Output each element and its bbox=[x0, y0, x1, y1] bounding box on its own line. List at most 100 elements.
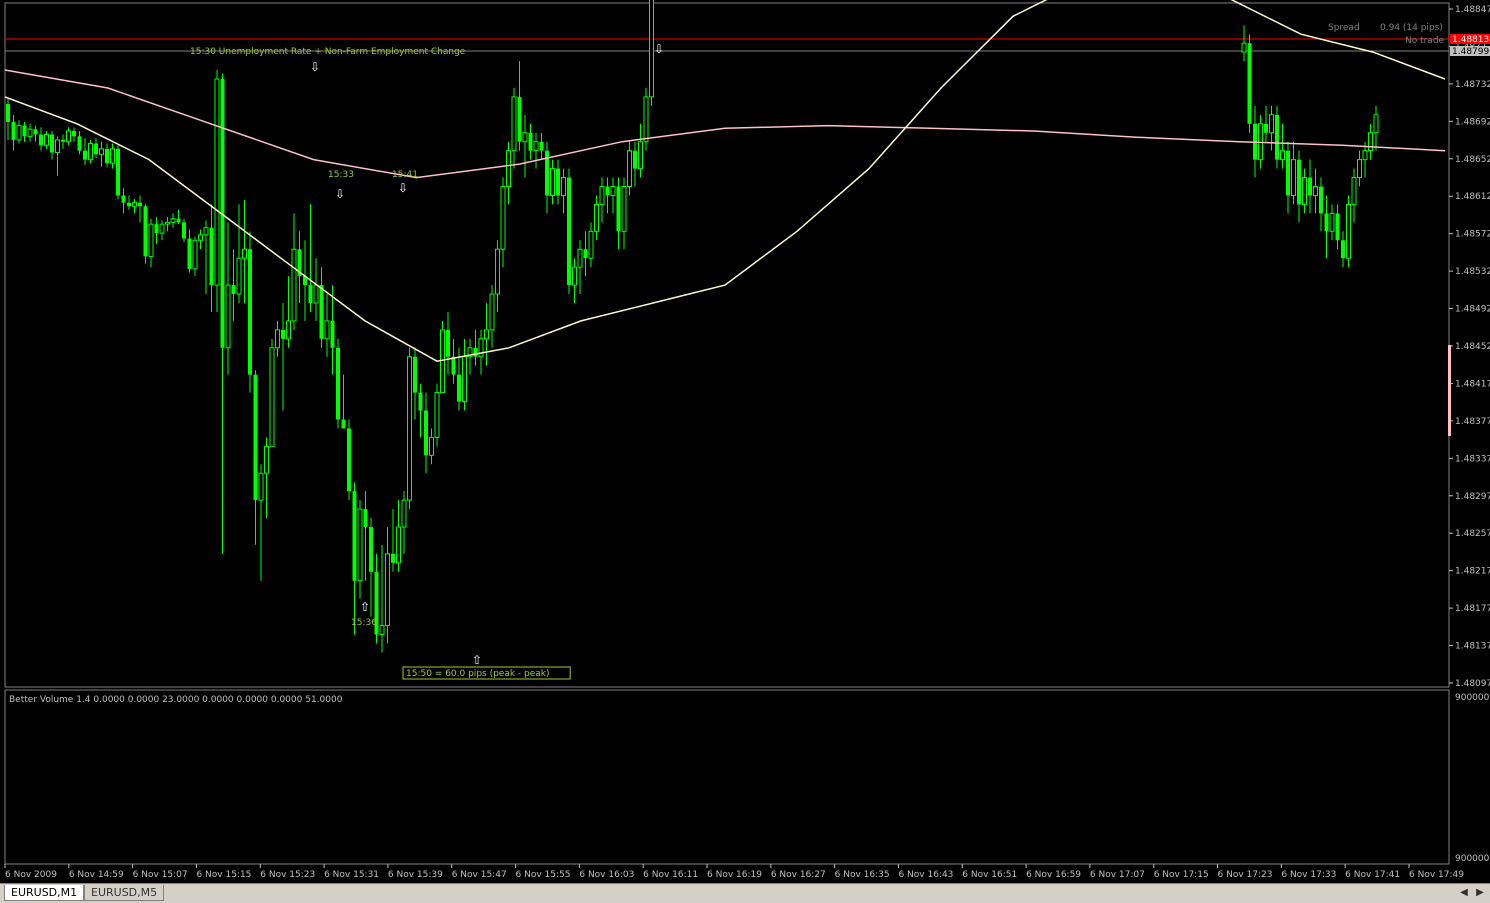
ask-price-tag bbox=[1450, 46, 1490, 56]
candle bbox=[352, 491, 357, 581]
volume-panel-frame bbox=[4, 689, 1450, 865]
candle bbox=[286, 320, 291, 340]
candle bbox=[605, 186, 610, 196]
y-tick-label: 1.48217 bbox=[1455, 567, 1490, 577]
candle bbox=[225, 284, 231, 349]
candle bbox=[236, 257, 242, 295]
candle bbox=[506, 150, 511, 188]
candle bbox=[231, 285, 236, 295]
candle bbox=[533, 141, 539, 152]
candle bbox=[357, 508, 363, 582]
candle-right bbox=[1275, 114, 1279, 160]
scroll-left-icon[interactable]: ◀ bbox=[1460, 887, 1468, 898]
arrow-up-icon: ⇧ bbox=[360, 600, 370, 614]
candle bbox=[105, 148, 109, 164]
candle bbox=[214, 78, 220, 286]
x-tick-label: 6 Nov 16:59 bbox=[1026, 870, 1081, 880]
candle bbox=[572, 266, 577, 286]
candle bbox=[39, 134, 43, 146]
candle bbox=[429, 436, 434, 456]
x-tick-label: 6 Nov 16:51 bbox=[962, 870, 1017, 880]
ma-slow-line bbox=[4, 69, 1446, 179]
y-tick-label: 1.48612 bbox=[1455, 192, 1490, 202]
tab-eurusd-m5[interactable]: EURUSD,M5 bbox=[84, 885, 165, 901]
candle bbox=[638, 141, 643, 170]
candle-right bbox=[1341, 240, 1345, 259]
candle bbox=[407, 356, 412, 501]
status-text: No trade bbox=[1405, 36, 1445, 46]
candle bbox=[347, 428, 351, 492]
candle bbox=[138, 202, 142, 207]
candle bbox=[6, 104, 10, 122]
candle-right bbox=[1280, 150, 1285, 161]
candle bbox=[545, 150, 549, 196]
candle bbox=[313, 284, 319, 304]
x-tick-label: 6 Nov 17:33 bbox=[1281, 870, 1336, 880]
x-tick-label: 6 Nov 16:27 bbox=[771, 870, 826, 880]
spread-value: 0.94 (14 pips) bbox=[1380, 23, 1443, 33]
candle bbox=[72, 130, 76, 137]
annotation-box bbox=[402, 666, 571, 680]
candle bbox=[379, 625, 385, 636]
candle-right bbox=[1302, 177, 1307, 205]
candle-right bbox=[1264, 123, 1268, 133]
candle bbox=[55, 139, 60, 153]
chart-canvas[interactable]: 1.488471.487721.487321.486921.486521.486… bbox=[0, 0, 1490, 883]
candle bbox=[66, 130, 71, 143]
candle bbox=[462, 356, 467, 403]
bid-price-label: 1.48813 bbox=[1452, 35, 1489, 45]
annotation-label: 15:50 = 60.0 pips (peak - peak) bbox=[406, 669, 550, 679]
y-tick-label: 1.48452 bbox=[1455, 342, 1490, 352]
candle bbox=[148, 223, 154, 257]
ask-price-label: 1.48799 bbox=[1452, 47, 1489, 57]
candle bbox=[330, 320, 335, 348]
tab-eurusd-m1[interactable]: EURUSD,M1 bbox=[4, 885, 85, 901]
x-tick-label: 6 Nov 15:39 bbox=[388, 870, 443, 880]
chart-tab-bar: EURUSD,M1 EURUSD,M5 ◀ ▶ bbox=[0, 883, 1490, 903]
candle bbox=[446, 329, 450, 357]
y-tick-label: 1.48377 bbox=[1455, 417, 1490, 427]
candle bbox=[99, 148, 104, 155]
candle bbox=[413, 356, 417, 393]
candle bbox=[633, 150, 637, 169]
candle bbox=[610, 186, 616, 196]
candle bbox=[500, 186, 506, 250]
candle bbox=[621, 186, 627, 232]
bid-price-tag bbox=[1450, 34, 1490, 44]
candle bbox=[577, 248, 583, 268]
annotation-label: 15:41 bbox=[392, 170, 418, 180]
candle bbox=[143, 206, 148, 257]
scroll-right-icon[interactable]: ▶ bbox=[1476, 887, 1484, 898]
candle bbox=[451, 356, 456, 375]
candle bbox=[269, 347, 275, 447]
y-tick-label: 1.48492 bbox=[1455, 305, 1490, 315]
candle bbox=[264, 445, 269, 474]
candle-right bbox=[1308, 177, 1312, 196]
volume-y-bottom-label: 9000000 bbox=[1455, 854, 1490, 864]
y-tick-label: 1.48417 bbox=[1455, 379, 1490, 389]
candle bbox=[495, 248, 500, 295]
candle bbox=[275, 329, 280, 349]
candle bbox=[154, 224, 159, 234]
candle bbox=[61, 139, 65, 142]
candle-right bbox=[1269, 114, 1274, 134]
x-tick-label: 6 Nov 15:55 bbox=[516, 870, 571, 880]
candle bbox=[132, 202, 137, 207]
candle bbox=[258, 472, 264, 501]
y-tick-label: 1.48337 bbox=[1455, 454, 1490, 464]
candle bbox=[627, 150, 632, 188]
candle bbox=[363, 509, 368, 527]
y-tick-label: 1.48652 bbox=[1455, 155, 1490, 165]
candle bbox=[198, 234, 203, 241]
x-tick-label: 6 Nov 2009 bbox=[5, 870, 57, 880]
candle-right bbox=[1247, 43, 1252, 124]
volume-level-bar bbox=[1448, 345, 1451, 436]
arrow-down-icon: ⇩ bbox=[310, 60, 320, 74]
candle bbox=[478, 338, 484, 358]
candle bbox=[44, 134, 49, 146]
candle bbox=[539, 141, 544, 151]
annotation-label: 15:33 bbox=[328, 170, 354, 180]
candle bbox=[473, 347, 478, 357]
candle-right bbox=[1313, 186, 1318, 196]
candle bbox=[401, 499, 407, 528]
